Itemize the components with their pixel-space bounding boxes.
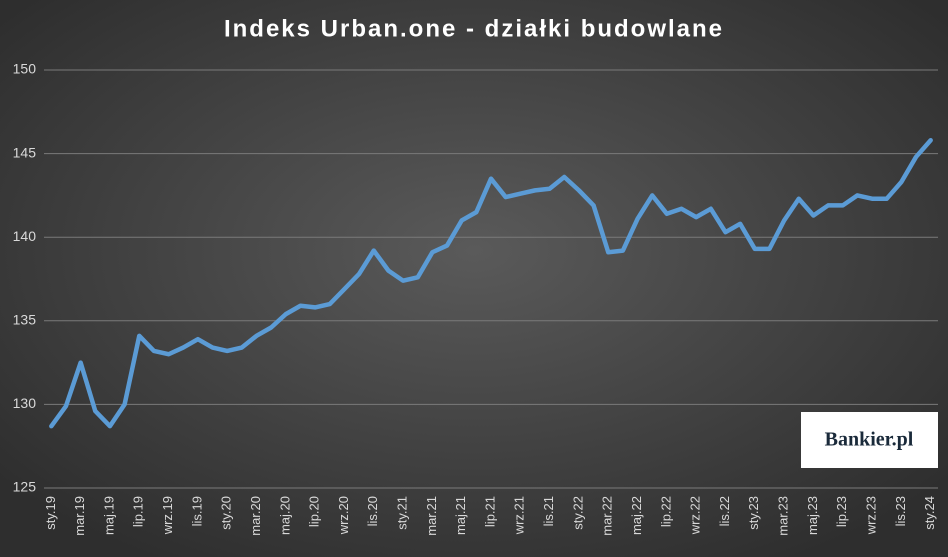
y-tick-label: 140: [13, 228, 37, 244]
x-tick-label: mar.21: [424, 496, 439, 536]
x-tick-label: lip.22: [658, 496, 673, 527]
x-tick-label: maj.21: [453, 496, 468, 535]
x-tick-label: mar.20: [248, 496, 263, 536]
x-tick-label: maj.23: [805, 496, 820, 535]
x-tick-label: maj.19: [101, 496, 116, 535]
x-tick-label: mar.22: [600, 496, 615, 536]
x-tick-label: lis.19: [189, 496, 204, 526]
x-tick-label: sty.20: [219, 496, 234, 530]
x-tick-label: maj.22: [629, 496, 644, 535]
x-tick-label: lis.23: [893, 496, 908, 526]
y-tick-label: 145: [13, 144, 37, 160]
x-tick-label: lip.19: [131, 496, 146, 527]
x-tick-label: lis.22: [717, 496, 732, 526]
x-tick-label: wrz.23: [863, 496, 878, 535]
x-tick-label: wrz.21: [512, 496, 527, 535]
x-tick-label: sty.24: [922, 496, 937, 530]
x-tick-label: mar.19: [72, 496, 87, 536]
x-tick-label: lip.23: [834, 496, 849, 527]
y-tick-label: 150: [13, 61, 37, 77]
x-tick-label: lis.21: [541, 496, 556, 526]
x-tick-label: wrz.19: [160, 496, 175, 535]
line-series: [49, 137, 933, 429]
x-tick-label: lip.20: [307, 496, 322, 527]
x-tick-label: mar.23: [776, 496, 791, 536]
x-tick-label: wrz.22: [688, 496, 703, 535]
logo-box: [801, 412, 938, 468]
x-tick-label: wrz.20: [336, 496, 351, 535]
x-tick-label: maj.20: [277, 496, 292, 535]
x-tick-label: sty.22: [570, 496, 585, 530]
y-tick-label: 125: [13, 479, 37, 495]
x-tick-label: sty.23: [746, 496, 761, 530]
x-tick-label: lip.21: [482, 496, 497, 527]
y-tick-label: 130: [13, 395, 37, 411]
chart-title: Indeks Urban.one - działki budowlane: [224, 15, 724, 42]
x-tick-label: lis.20: [365, 496, 380, 526]
x-tick-label: sty.21: [395, 496, 410, 530]
logo: Bankier.pl: [825, 429, 914, 451]
x-tick-label: sty.19: [43, 496, 58, 530]
y-tick-label: 135: [13, 312, 37, 328]
